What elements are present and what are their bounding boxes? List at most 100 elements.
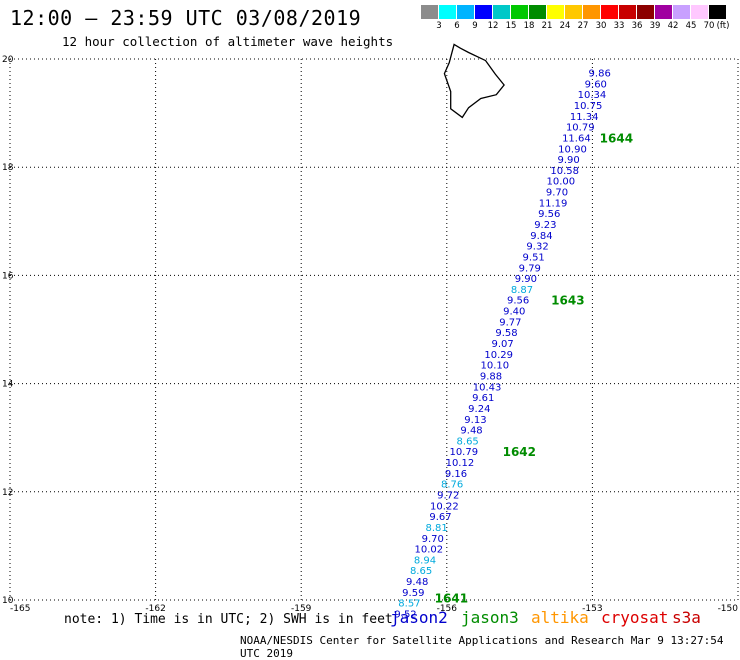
scale-swatch (493, 5, 510, 19)
scale-swatch (547, 5, 564, 19)
scale-swatch (673, 5, 690, 19)
lon-tick-label: -156 (437, 604, 458, 614)
pass-number-label: 1641 (435, 591, 468, 605)
swh-observation: 9.23 (534, 220, 556, 231)
swh-observation: 8.81 (425, 523, 447, 534)
lon-tick-label: -162 (145, 604, 165, 614)
scale-label: 33 (613, 21, 625, 31)
swh-observation: 10.75 (574, 101, 603, 112)
lat-tick-label: 18 (2, 163, 14, 173)
swh-observation: 9.56 (538, 209, 560, 220)
lat-tick-label: 16 (2, 271, 14, 281)
swh-observation: 9.79 (519, 263, 541, 274)
swh-observation: 9.16 (445, 469, 467, 480)
scale-label: 12 (487, 21, 499, 31)
swh-observation: 9.48 (406, 577, 428, 588)
legend-altika: altika (531, 608, 589, 627)
footer-credit: NOAA/NESDIS Center for Satellite Applica… (240, 634, 724, 660)
scale-label: 70 (703, 21, 715, 31)
swh-observation: 9.59 (402, 588, 424, 599)
swh-observation: 10.12 (446, 458, 475, 469)
swh-observation: 8.65 (457, 436, 479, 447)
scale-swatch (439, 5, 456, 19)
swh-observation: 9.60 (585, 79, 607, 90)
lat-tick-label: 10 (2, 596, 14, 606)
swh-observation: 10.79 (566, 123, 595, 134)
note-text: note: 1) Time is in UTC; 2) SWH is in fe… (64, 612, 393, 627)
lat-tick-label: 14 (2, 380, 14, 390)
swh-observation: 9.40 (503, 307, 525, 318)
swh-observation: 9.51 (523, 252, 545, 263)
swh-observation: 10.02 (415, 545, 444, 556)
pass-labels-layer: 1644 1643 1642 1641 (435, 131, 633, 605)
swh-observation: 10.00 (547, 177, 576, 188)
swh-observation: 9.32 (526, 242, 548, 253)
scale-swatch (421, 5, 438, 19)
scale-label: 45 (685, 21, 697, 31)
swh-observation: 10.29 (484, 350, 513, 361)
scale-label: 39 (649, 21, 661, 31)
swh-observation: 11.64 (562, 133, 591, 144)
scale-label: 27 (577, 21, 589, 31)
hawaii-island-outline (443, 43, 505, 119)
swh-observation: 9.56 (507, 296, 529, 307)
swh-observation: 10.43 (473, 382, 502, 393)
scale-swatch (475, 5, 492, 19)
scale-label: 42 (667, 21, 679, 31)
swh-observation: 10.90 (558, 144, 587, 155)
scale-swatch (511, 5, 528, 19)
lon-tick-label: -159 (291, 604, 312, 614)
swh-observation: 9.67 (429, 512, 451, 523)
axis-tick-labels: -165 -162 -159 -156 -153 -150 10 12 14 16 18 20 (2, 55, 738, 614)
swh-observation: 9.24 (468, 404, 490, 415)
lon-tick-label: -153 (582, 604, 602, 614)
scale-label: 36 (631, 21, 643, 31)
swh-observation: 9.88 (480, 371, 502, 382)
swh-observation: 9.86 (589, 69, 611, 80)
swh-observation: 10.10 (481, 361, 510, 372)
lon-tick-label: -150 (718, 604, 739, 614)
swh-observation: 8.76 (441, 480, 463, 491)
scale-swatch (655, 5, 672, 19)
swh-observation: 10.79 (449, 447, 478, 458)
legend-jason3: jason3 (461, 608, 519, 627)
island-outline (443, 43, 505, 119)
scale-swatch (601, 5, 618, 19)
lat-tick-label: 12 (2, 488, 13, 498)
swh-observation: 9.77 (499, 317, 521, 328)
scale-label: 24 (559, 21, 571, 31)
map-grid (9, 58, 739, 601)
swh-observation: 11.19 (539, 198, 568, 209)
swh-observation: 8.65 (410, 566, 432, 577)
swh-observation: 11.34 (570, 112, 599, 123)
page-subtitle: 12 hour collection of altimeter wave hei… (62, 34, 394, 49)
scale-swatch (637, 5, 654, 19)
scale-swatch (529, 5, 546, 19)
swh-observation: 10.22 (430, 501, 459, 512)
scale-label: 9 (472, 21, 478, 31)
swh-observation: 9.84 (530, 231, 552, 242)
swh-observation: 9.72 (437, 491, 459, 502)
pass-number-label: 1642 (503, 445, 536, 459)
swh-observation: 9.58 (495, 328, 517, 339)
scale-swatch (709, 5, 726, 19)
scale-label: 15 (505, 21, 517, 31)
scale-label: 30 (595, 21, 607, 31)
scale-label: 6 (454, 21, 460, 31)
scale-swatch (619, 5, 636, 19)
scale-label: 21 (541, 21, 553, 31)
swh-observation: 10.34 (578, 90, 607, 101)
scale-label: 18 (523, 21, 535, 31)
legend-cryosat: cryosat (601, 608, 669, 627)
lon-tick-label: -165 (10, 604, 30, 614)
page-title: 12:00 — 23:59 UTC 03/08/2019 (10, 6, 362, 30)
legend-jason2: jason2 (390, 608, 448, 627)
swh-observation: 9.61 (472, 393, 494, 404)
swh-observation: 10.58 (550, 166, 579, 177)
legend-s3a: s3a (672, 608, 701, 627)
swh-observation: 9.90 (557, 155, 579, 166)
swh-observation: 9.52 (394, 610, 416, 621)
swh-observation: 8.87 (511, 285, 533, 296)
swh-observation: 8.94 (414, 555, 436, 566)
